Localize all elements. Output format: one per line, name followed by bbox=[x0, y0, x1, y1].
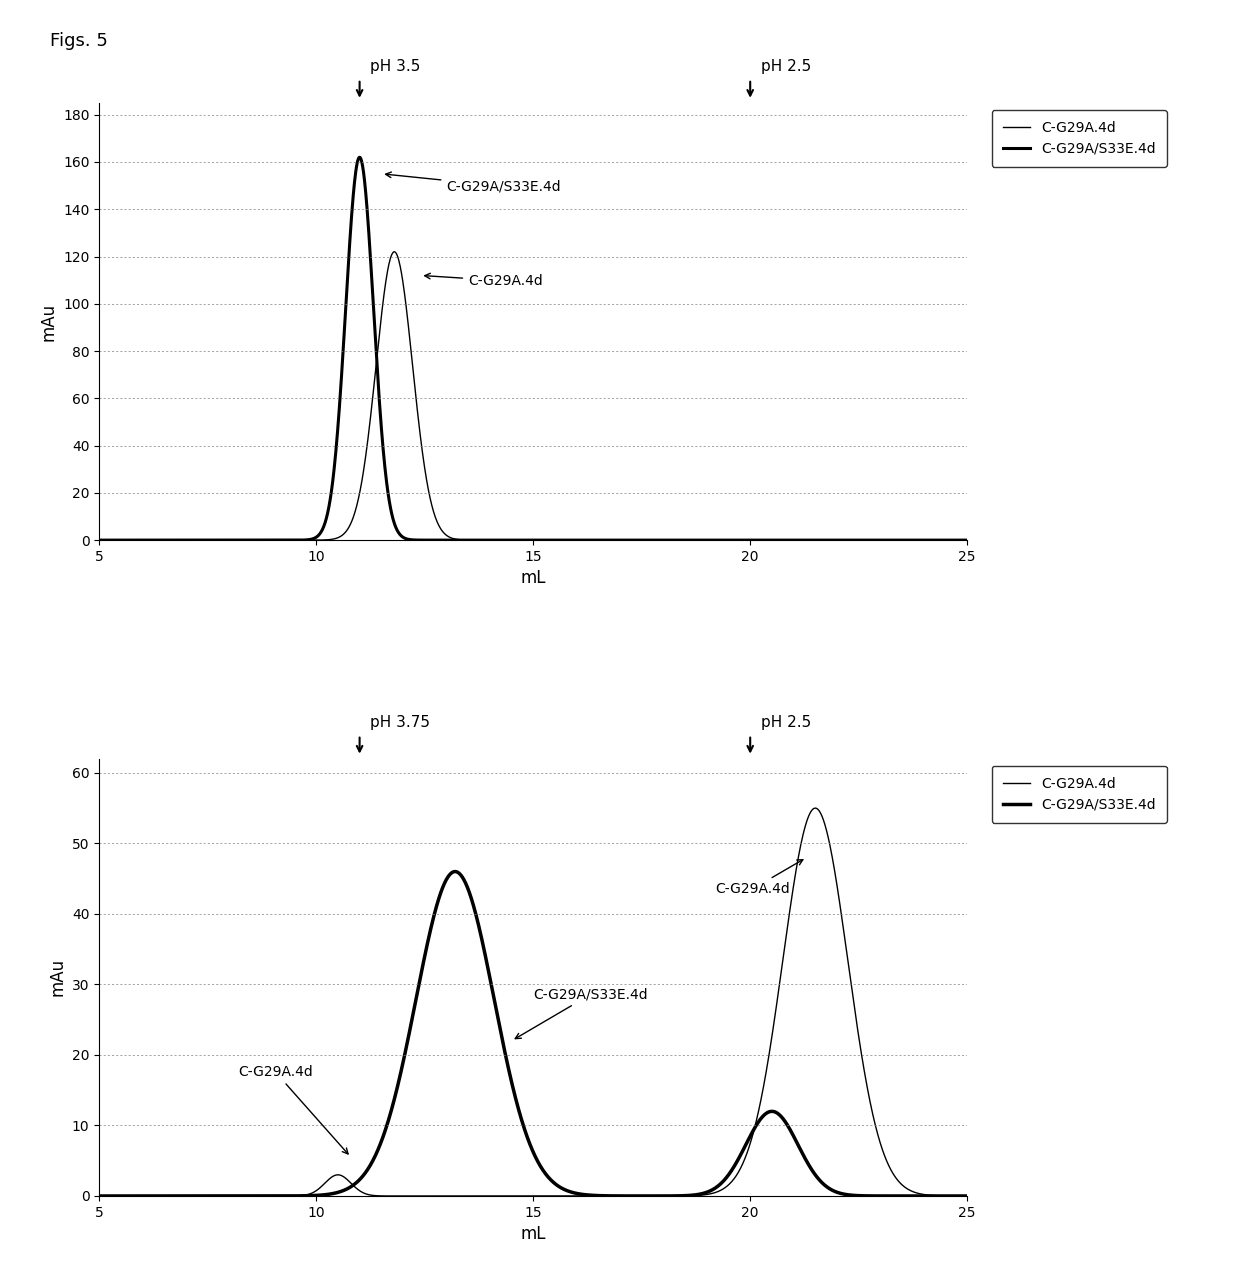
Text: C-G29A/S33E.4d: C-G29A/S33E.4d bbox=[516, 988, 647, 1039]
Text: Figs. 5: Figs. 5 bbox=[50, 32, 108, 50]
Text: pH 2.5: pH 2.5 bbox=[761, 59, 811, 75]
X-axis label: mL: mL bbox=[521, 1226, 546, 1244]
Y-axis label: mAu: mAu bbox=[40, 302, 57, 341]
Text: C-G29A.4d: C-G29A.4d bbox=[238, 1065, 348, 1154]
Text: C-G29A.4d: C-G29A.4d bbox=[715, 859, 802, 896]
Y-axis label: mAu: mAu bbox=[48, 958, 66, 997]
Text: C-G29A.4d: C-G29A.4d bbox=[424, 273, 543, 288]
Text: pH 3.75: pH 3.75 bbox=[371, 715, 430, 730]
Legend: C-G29A.4d, C-G29A/S33E.4d: C-G29A.4d, C-G29A/S33E.4d bbox=[992, 765, 1167, 823]
Text: pH 3.5: pH 3.5 bbox=[371, 59, 420, 75]
Text: C-G29A/S33E.4d: C-G29A/S33E.4d bbox=[386, 172, 560, 193]
Legend: C-G29A.4d, C-G29A/S33E.4d: C-G29A.4d, C-G29A/S33E.4d bbox=[992, 109, 1167, 167]
X-axis label: mL: mL bbox=[521, 570, 546, 588]
Text: pH 2.5: pH 2.5 bbox=[761, 715, 811, 730]
